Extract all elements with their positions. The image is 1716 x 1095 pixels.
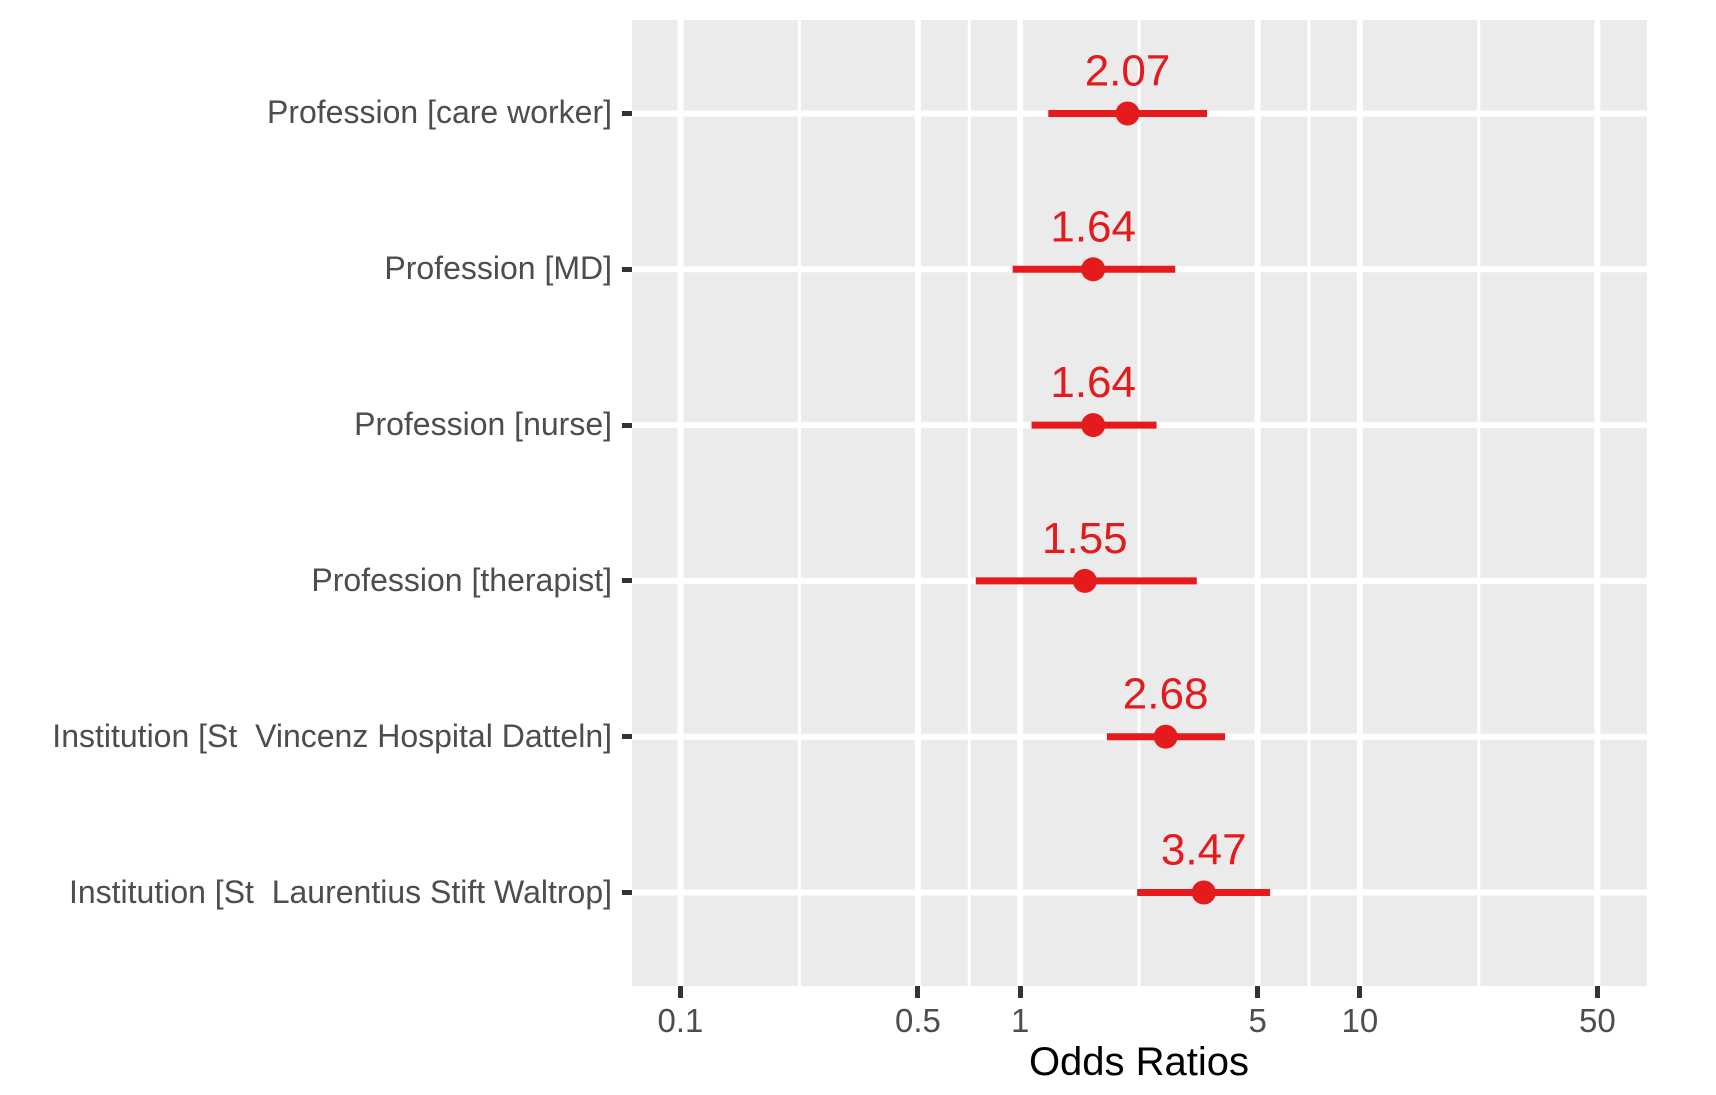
odds-ratio-value-label: 1.55 — [1042, 514, 1128, 563]
x-axis-tick — [1594, 986, 1600, 998]
x-axis-title: Odds Ratios — [1028, 1040, 1250, 1084]
x-axis-tick-label: 0.1 — [657, 1002, 704, 1039]
y-axis-label: Profession [MD] — [384, 250, 612, 287]
y-axis-tick — [622, 422, 632, 428]
y-axis-label: Profession [therapist] — [311, 561, 612, 598]
y-axis-tick — [622, 734, 632, 740]
y-axis-label: Institution [St Laurentius Stift Waltrop… — [68, 873, 612, 910]
y-axis-tick — [622, 110, 632, 116]
odds-ratio-value-label: 2.07 — [1085, 46, 1171, 95]
x-axis-tick — [677, 986, 683, 998]
x-axis-tick — [1017, 986, 1023, 998]
x-axis-tick — [1255, 986, 1261, 998]
odds-ratio-point — [1072, 568, 1097, 593]
odds-ratio-point — [1081, 413, 1106, 438]
odds-ratio-value-label: 1.64 — [1050, 202, 1136, 251]
odds-ratio-value-label: 3.47 — [1161, 826, 1247, 875]
odds-ratio-point — [1115, 101, 1140, 126]
x-axis-tick-label: 0.5 — [894, 1002, 941, 1039]
y-axis-label: Profession [care worker] — [266, 94, 612, 131]
y-axis-tick — [622, 578, 632, 584]
odds-ratio-point — [1153, 724, 1178, 749]
odds-ratio-point — [1191, 880, 1216, 905]
odds-ratio-value-label: 2.68 — [1123, 670, 1209, 719]
x-axis-tick-label: 50 — [1578, 1002, 1616, 1039]
y-axis-tick — [622, 890, 632, 896]
x-axis-tick-label: 5 — [1248, 1002, 1267, 1039]
y-axis-label: Profession [nurse] — [354, 405, 612, 442]
odds-ratio-point — [1081, 257, 1106, 282]
y-axis-label: Institution [St Vincenz Hospital Datteln… — [52, 717, 612, 754]
y-axis-tick — [622, 266, 632, 272]
x-axis-tick-label: 10 — [1341, 1002, 1379, 1039]
odds-ratio-value-label: 1.64 — [1050, 358, 1136, 407]
x-axis-tick — [1357, 986, 1363, 998]
x-axis-tick — [915, 986, 921, 998]
x-axis-tick-label: 1 — [1010, 1002, 1030, 1039]
